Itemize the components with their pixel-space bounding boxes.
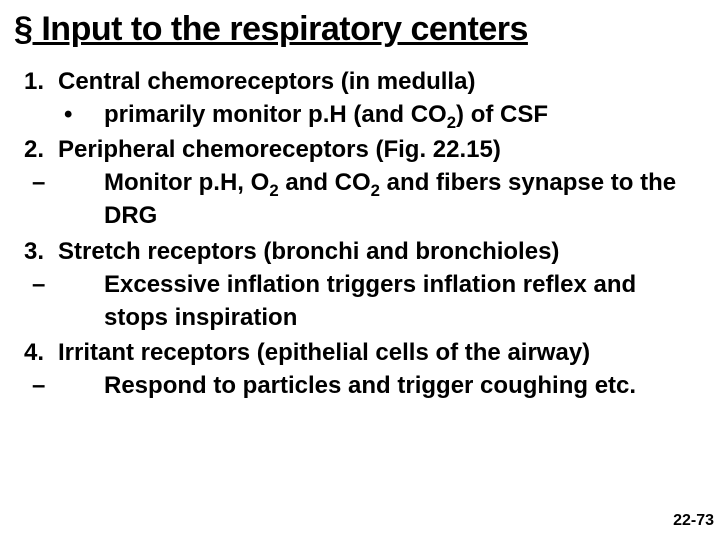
slide-container: § Input to the respiratory centers 1.Cen… — [0, 0, 720, 414]
item-main-line: 3.Stretch receptors (bronchi and bronchi… — [14, 235, 706, 268]
bullet-icon: • — [84, 98, 104, 131]
slide-title: § Input to the respiratory centers — [14, 10, 706, 49]
dash-icon: – — [68, 166, 104, 199]
item-sub-bullet: •primarily monitor p.H (and CO2) of CSF — [14, 98, 706, 131]
page-number: 22-73 — [673, 512, 714, 530]
item-main-line: 4.Irritant receptors (epithelial cells o… — [14, 336, 706, 369]
list-item: 4.Irritant receptors (epithelial cells o… — [14, 336, 706, 402]
slide-content: 1.Central chemoreceptors (in medulla) •p… — [14, 65, 706, 402]
item-text: Stretch receptors (bronchi and bronchiol… — [58, 238, 559, 265]
list-item: 2.Peripheral chemoreceptors (Fig. 22.15)… — [14, 133, 706, 232]
dash-icon: – — [68, 268, 104, 301]
sub-text: Excessive inflation triggers inflation r… — [104, 271, 636, 331]
sub-text: primarily monitor p.H (and CO2) of CSF — [104, 101, 548, 128]
item-number: 2. — [24, 133, 58, 166]
sub-text: Monitor p.H, O2 and CO2 and fibers synap… — [104, 169, 676, 229]
item-text: Central chemoreceptors (in medulla) — [58, 68, 475, 95]
item-main-line: 2.Peripheral chemoreceptors (Fig. 22.15) — [14, 133, 706, 166]
item-sub-dash: –Excessive inflation triggers inflation … — [14, 268, 706, 334]
list-item: 3.Stretch receptors (bronchi and bronchi… — [14, 235, 706, 334]
sub-text: Respond to particles and trigger coughin… — [104, 372, 636, 399]
dash-icon: – — [68, 369, 104, 402]
item-sub-dash: –Respond to particles and trigger coughi… — [14, 369, 706, 402]
list-item: 1.Central chemoreceptors (in medulla) •p… — [14, 65, 706, 131]
item-text: Peripheral chemoreceptors (Fig. 22.15) — [58, 136, 501, 163]
item-number: 3. — [24, 235, 58, 268]
item-number: 1. — [24, 65, 58, 98]
item-text: Irritant receptors (epithelial cells of … — [58, 339, 590, 366]
item-main-line: 1.Central chemoreceptors (in medulla) — [14, 65, 706, 98]
item-number: 4. — [24, 336, 58, 369]
item-sub-dash: –Monitor p.H, O2 and CO2 and fibers syna… — [14, 166, 706, 232]
